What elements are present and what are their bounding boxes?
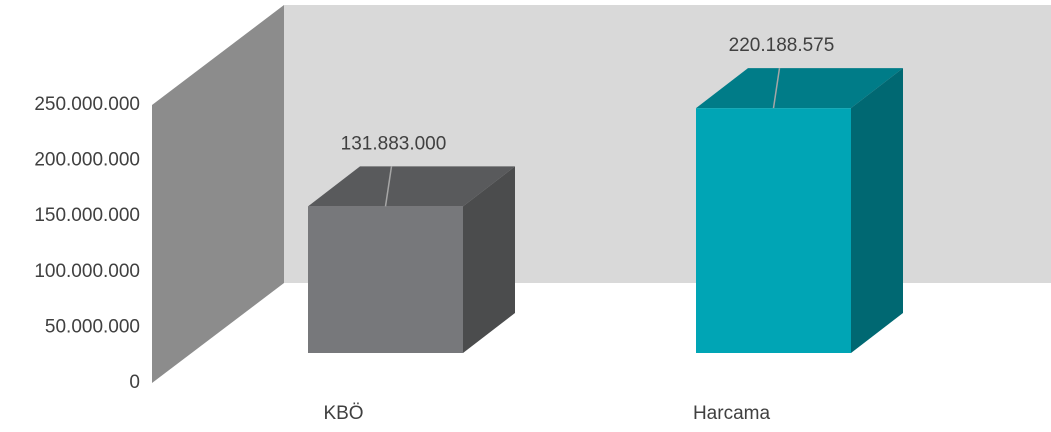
y-tick-label: 250.000.000 [34, 94, 140, 115]
bar [308, 206, 463, 353]
y-tick-label: 50.000.000 [45, 316, 140, 337]
value-label: 220.188.575 [729, 35, 835, 56]
bar-side [851, 68, 903, 354]
leader-line [772, 68, 781, 109]
bar-side [463, 166, 515, 353]
y-tick-label: 100.000.000 [34, 261, 140, 282]
x-tick-label: KBÖ [323, 403, 363, 424]
value-label: 131.883.000 [341, 133, 447, 154]
y-tick-label: 200.000.000 [34, 150, 140, 171]
leader-line [384, 166, 393, 207]
bar-top [696, 68, 903, 109]
x-tick-label: Harcama [693, 403, 771, 424]
y-tick-label: 150.000.000 [34, 205, 140, 226]
bar [696, 108, 851, 354]
bar-top [308, 166, 515, 207]
y-tick-label: 0 [129, 372, 140, 393]
side-wall [152, 5, 284, 383]
